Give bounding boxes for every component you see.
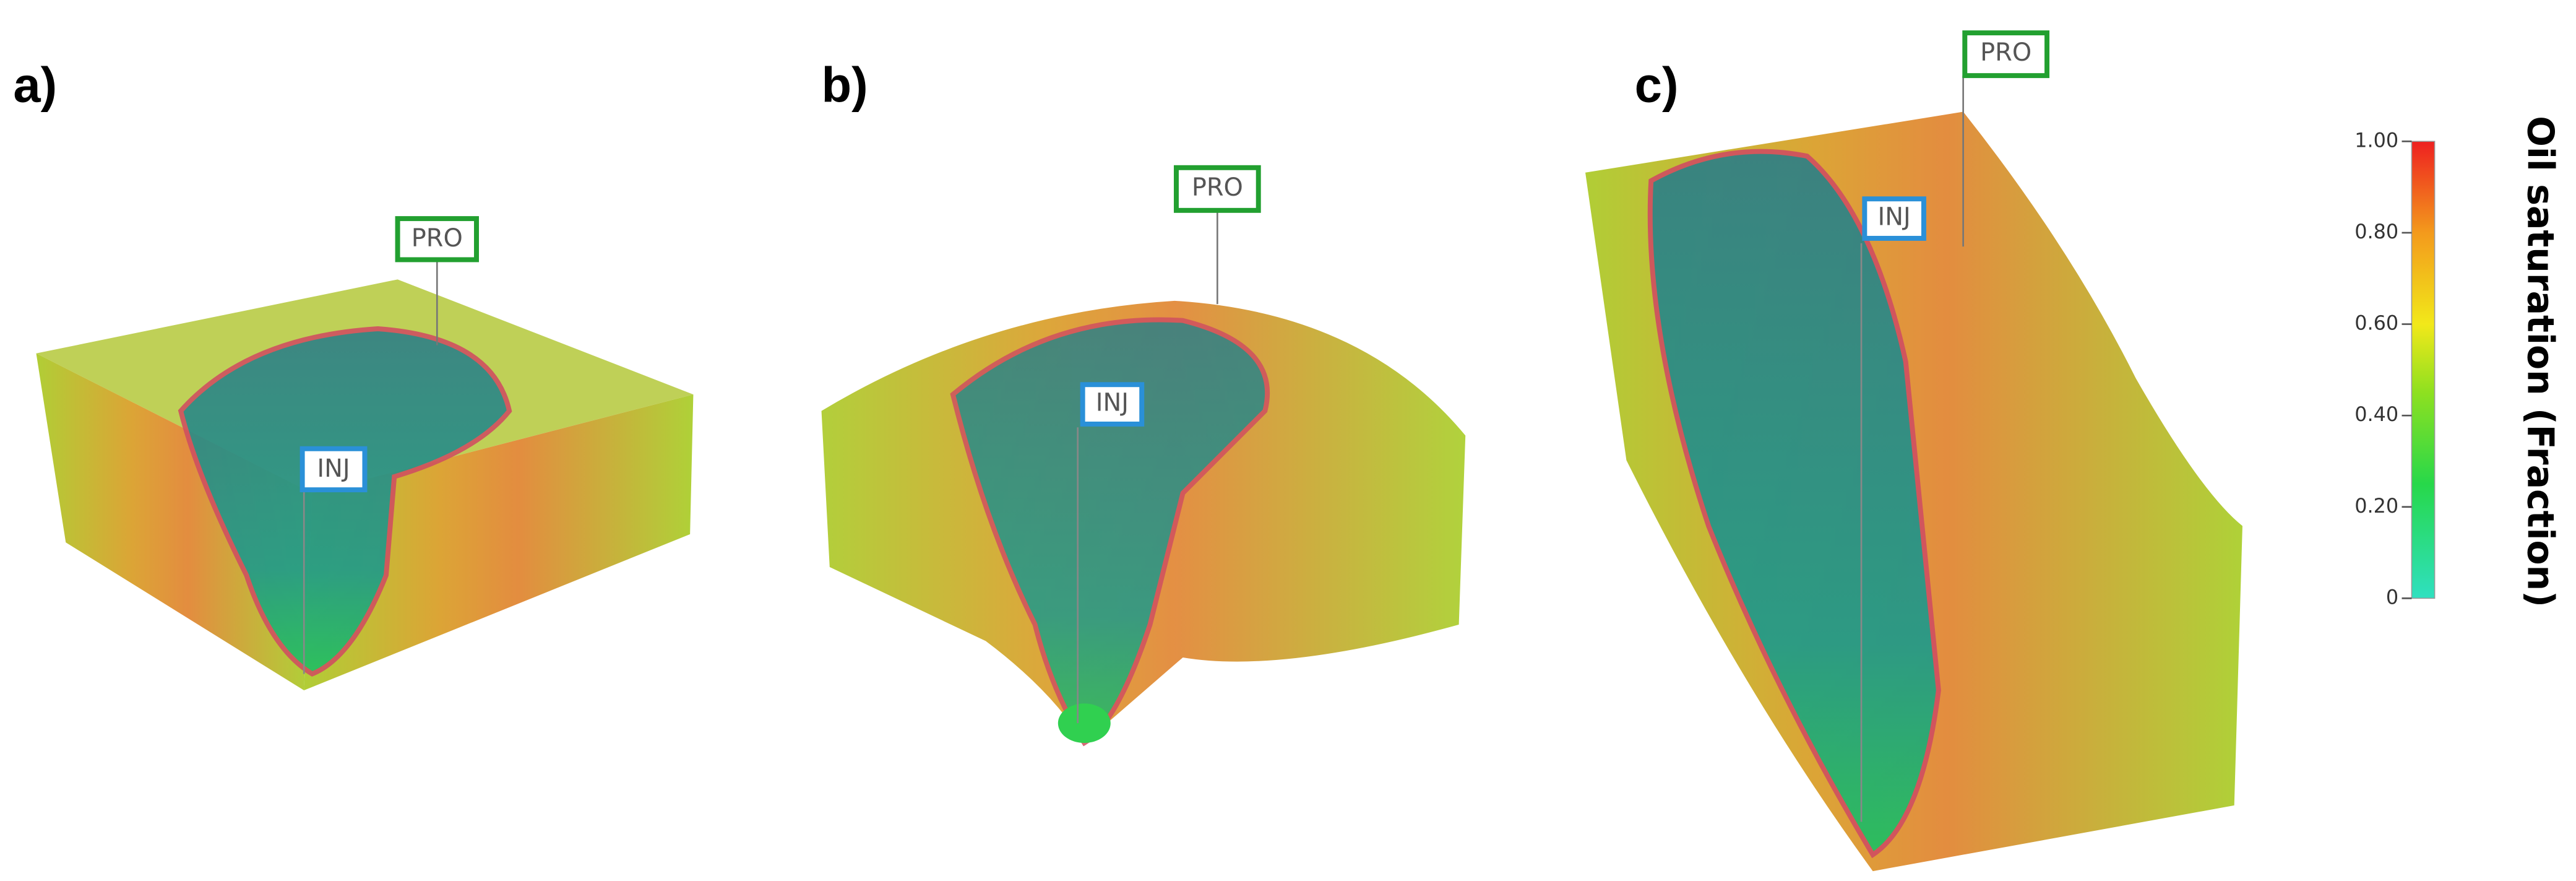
well-box bbox=[1862, 196, 1926, 241]
tick-label: 0.60 bbox=[2354, 311, 2398, 335]
panel-c: c) PRO INJ bbox=[1585, 30, 2242, 872]
panel-label: c) bbox=[1635, 58, 1679, 113]
water-plume bbox=[1647, 149, 1941, 859]
water-plume bbox=[950, 317, 1270, 747]
well-box bbox=[299, 446, 368, 493]
colorbar-gradient bbox=[2411, 141, 2436, 599]
tick-label: 0 bbox=[2386, 585, 2398, 609]
panel-label: b) bbox=[822, 58, 868, 113]
well-box bbox=[1962, 30, 2050, 79]
panel-a: a) PRO INJ bbox=[13, 58, 694, 691]
block-face bbox=[36, 353, 312, 691]
water-plume bbox=[178, 326, 512, 677]
well-box bbox=[1173, 165, 1261, 213]
tick-label: 1.00 bbox=[2354, 128, 2398, 152]
tick-label: 0.40 bbox=[2354, 402, 2398, 426]
well-box bbox=[1080, 382, 1145, 427]
producer-label: PRO bbox=[1980, 38, 2031, 67]
producer-label: PRO bbox=[411, 224, 463, 253]
injector-label: INJ bbox=[1096, 389, 1129, 417]
colorbar-title: Oil saturation (Fraction) bbox=[2520, 116, 2562, 607]
block-face bbox=[304, 394, 694, 691]
cone-tip bbox=[1058, 703, 1111, 743]
colorbar: Oil saturation (Fraction) 1.00 0.80 0.60 0.… bbox=[2354, 116, 2561, 609]
tick-label: 0.20 bbox=[2354, 494, 2398, 518]
panel-label: a) bbox=[13, 58, 57, 113]
injector-label: INJ bbox=[317, 454, 350, 483]
producer-label: PRO bbox=[1192, 173, 1243, 202]
panel-b: b) PRO INJ bbox=[821, 58, 1466, 747]
injector-label: INJ bbox=[1878, 203, 1911, 232]
tick-label: 0.80 bbox=[2354, 220, 2398, 243]
well-box bbox=[395, 216, 479, 263]
